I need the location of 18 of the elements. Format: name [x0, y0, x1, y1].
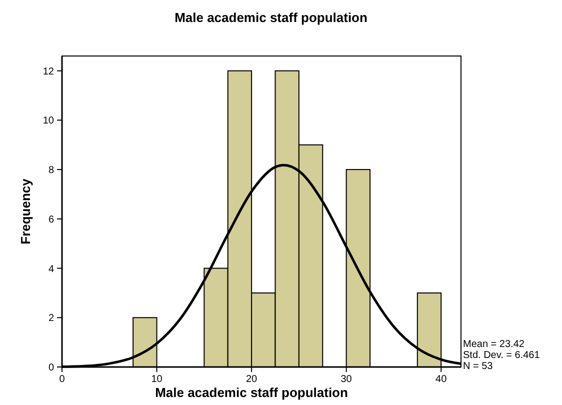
chart-title: Male academic staff population: [174, 10, 368, 25]
text: N = 53: [463, 361, 494, 372]
text: Mean = 23.42: [463, 339, 525, 350]
x-tick-label: 10: [151, 374, 163, 385]
y-tick-label: 4: [48, 264, 54, 275]
y-tick-label: 6: [48, 214, 54, 226]
x-tick-label: 0: [59, 374, 66, 385]
y-tick-label: 0: [48, 362, 54, 374]
x-tick-label: 20: [246, 374, 258, 385]
x-tick-label: 30: [340, 374, 352, 385]
text: Std. Dev. = 6.461: [463, 350, 540, 361]
y-tick-label: 8: [48, 165, 54, 176]
x-axis-title: Male academic staff population: [155, 385, 348, 400]
y-tick-label: 10: [42, 116, 54, 127]
y-tick-label: 2: [48, 313, 54, 324]
x-tick-label: 40: [436, 374, 448, 385]
y-axis-title: Frequency: [18, 178, 33, 244]
y-tick-label: 12: [42, 66, 54, 78]
